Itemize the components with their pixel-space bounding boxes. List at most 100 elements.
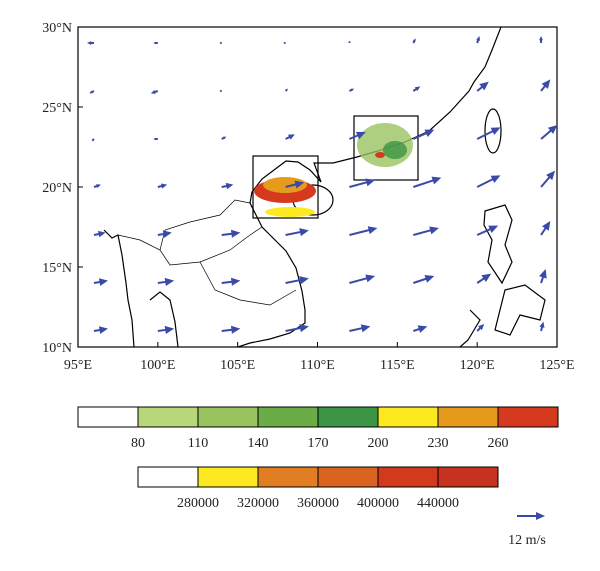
vector-head — [222, 136, 227, 140]
island — [483, 204, 513, 285]
vector-head — [150, 90, 156, 94]
wind-vector — [219, 42, 222, 44]
study-box — [252, 155, 319, 219]
wind-vector — [89, 90, 95, 94]
border — [117, 199, 297, 306]
colorbar-label: 360000 — [297, 496, 339, 511]
vector-head — [98, 230, 106, 238]
vector-head — [230, 277, 241, 286]
vector-head — [424, 129, 435, 138]
colorbar-box — [437, 406, 499, 428]
wind-vector — [219, 90, 222, 92]
wind-vector — [476, 225, 499, 236]
vector-head — [86, 41, 92, 45]
vector-head — [431, 176, 442, 185]
wind-vector — [349, 324, 371, 333]
colorbar-box — [497, 406, 559, 428]
wind-vector — [93, 230, 106, 238]
wind-vector — [157, 183, 168, 189]
wind-vector — [157, 325, 175, 334]
wind-vector — [413, 226, 439, 236]
coastline — [237, 27, 502, 347]
vector-shaft — [412, 131, 429, 140]
vector-head — [164, 325, 175, 334]
wind-vector — [153, 41, 158, 45]
vector-head — [479, 81, 489, 91]
wind-vector — [412, 325, 428, 333]
island — [484, 108, 502, 154]
colorbar-label: 200 — [368, 436, 389, 451]
wind-vector — [349, 131, 366, 140]
colorbar-label: 140 — [248, 436, 269, 451]
vector-head — [355, 131, 366, 140]
colorbar-label: 110 — [188, 436, 208, 451]
vector-head — [541, 79, 551, 89]
wind-vector — [150, 90, 159, 94]
vector-head — [429, 226, 439, 235]
wind-vector — [93, 184, 101, 188]
vector-shaft — [349, 276, 370, 284]
wind-vector — [93, 278, 108, 286]
wind-vector — [221, 277, 241, 286]
vector-head — [299, 324, 309, 333]
vector-head — [350, 88, 355, 92]
reference-vector — [517, 511, 545, 521]
vector-head — [478, 324, 485, 331]
vector-head — [299, 276, 309, 285]
x-tick-label: 125°E — [539, 358, 574, 373]
vector-head — [299, 228, 309, 237]
vector-head — [162, 230, 172, 238]
wind-vector — [285, 324, 309, 333]
vector-head — [89, 90, 93, 94]
coastline — [103, 229, 135, 347]
x-tick-label: 100°E — [140, 358, 175, 373]
wind-vector — [476, 324, 485, 332]
colorbar-box — [77, 406, 139, 428]
wind-vector — [540, 125, 558, 140]
y-tick-label: 20°N — [42, 181, 72, 196]
wind-vector — [283, 42, 286, 44]
colorbar-label: 280000 — [177, 496, 219, 511]
wind-vector — [540, 79, 551, 92]
vector-head — [490, 127, 501, 135]
colorbar-box — [377, 406, 439, 428]
colorbar-box — [437, 466, 499, 488]
vector-shaft — [413, 228, 434, 236]
colorbar-label: 320000 — [237, 496, 279, 511]
colorbar-label: 400000 — [357, 496, 399, 511]
vector-head — [539, 321, 545, 328]
vector-head — [360, 324, 371, 333]
vector-head — [488, 225, 499, 234]
vector-shaft — [349, 228, 372, 236]
wind-vector — [412, 129, 435, 140]
vector-head — [365, 178, 376, 187]
wind-vector — [539, 321, 545, 332]
vector-shaft — [285, 230, 303, 236]
wind-vector — [285, 228, 309, 237]
wind-vector — [539, 269, 547, 284]
colorbar-label: 440000 — [417, 496, 459, 511]
vector-head — [288, 134, 295, 140]
wind-vector — [540, 170, 556, 188]
vector-head — [153, 137, 156, 141]
colorbar-box — [197, 466, 259, 488]
wind-vector — [221, 136, 227, 140]
vector-head — [412, 38, 416, 42]
colorbar-label: 230 — [428, 436, 449, 451]
wind-vector — [91, 138, 95, 142]
wind-vector — [285, 180, 305, 189]
wind-vector — [348, 88, 355, 92]
y-tick-label: 10°N — [42, 341, 72, 356]
wind-vector — [285, 134, 295, 140]
wind-vector — [157, 277, 175, 286]
study-box — [353, 115, 419, 181]
vector-head — [283, 42, 285, 44]
wind-vector — [284, 88, 288, 92]
colorbar-box — [377, 466, 439, 488]
vector-head — [164, 277, 175, 286]
rain-area — [375, 152, 385, 158]
wind-vector — [476, 81, 489, 92]
island — [459, 284, 546, 347]
vector-head — [348, 40, 351, 43]
